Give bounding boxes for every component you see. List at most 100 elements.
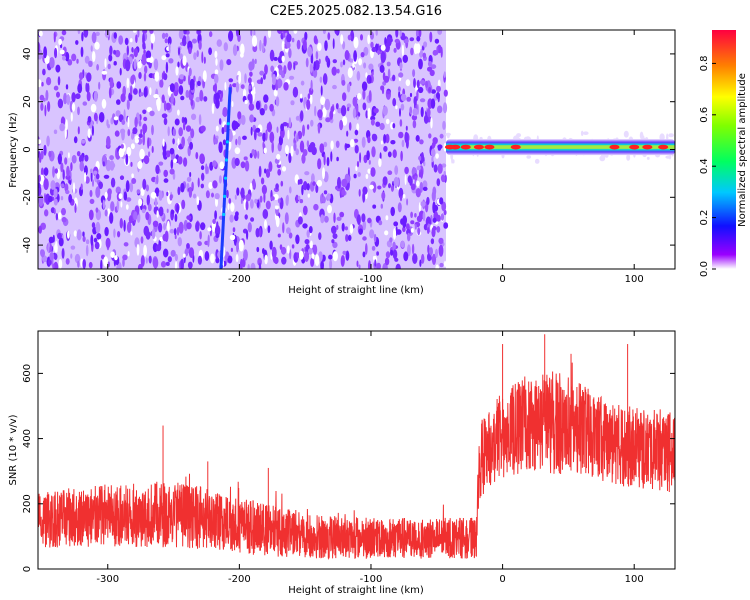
noise-blob	[376, 251, 379, 256]
noise-blob	[125, 59, 131, 72]
colorbar-label: Normalized spectral amplitude	[737, 73, 748, 227]
noise-blob	[419, 259, 422, 267]
noise-blob	[423, 41, 428, 48]
noise-blob	[286, 227, 291, 235]
noise-blob	[88, 261, 93, 269]
noise-blob	[398, 72, 404, 78]
noise-blob	[133, 211, 138, 221]
noise-blob	[250, 126, 253, 136]
noise-blob	[177, 186, 181, 196]
noise-blob	[170, 159, 174, 169]
noise-blob	[189, 141, 194, 150]
noise-blob	[306, 99, 311, 110]
noise-blob	[360, 52, 365, 58]
noise-blob	[198, 40, 202, 50]
noise-blob	[394, 38, 400, 44]
noise-blob	[142, 134, 145, 146]
noise-blob	[162, 233, 168, 242]
noise-blob	[145, 184, 149, 192]
noise-blob	[276, 153, 281, 160]
noise-blob	[290, 100, 295, 106]
noise-blob	[323, 154, 326, 166]
noise-blob	[162, 138, 165, 147]
noise-blob	[293, 142, 297, 152]
noise-blob	[163, 248, 169, 258]
noise-blob	[302, 223, 308, 229]
noise-blob	[367, 34, 371, 45]
noise-blob	[96, 64, 99, 71]
noise-blob	[390, 140, 396, 145]
noise-blob	[245, 200, 249, 211]
noise-blob	[197, 30, 201, 35]
noise-blob	[380, 44, 386, 51]
signal-band-core	[465, 145, 675, 150]
noise-blob	[186, 176, 192, 183]
noise-blob	[387, 68, 391, 80]
noise-blob	[170, 209, 175, 215]
noise-blob	[371, 245, 376, 251]
noise-blob	[127, 116, 130, 128]
noise-blob	[288, 117, 292, 128]
noise-blob	[82, 259, 86, 269]
noise-blob	[90, 168, 93, 174]
noise-blob	[370, 115, 376, 121]
noise-blob	[416, 89, 419, 100]
noise-blob	[75, 93, 81, 100]
noise-blob	[262, 73, 266, 80]
noise-blob	[90, 234, 94, 246]
noise-blob	[178, 85, 184, 95]
noise-blob	[121, 119, 126, 125]
noise-blob	[411, 114, 418, 121]
noise-blob	[371, 133, 378, 142]
noise-blob	[289, 75, 295, 80]
noise-blob	[381, 191, 386, 200]
noise-blob	[108, 54, 113, 62]
noise-blob	[151, 42, 154, 50]
noise-blob	[331, 225, 337, 234]
band-halo	[526, 155, 531, 159]
noise-blob	[317, 158, 322, 170]
bottom-y-ticks: 0 200 400 600	[22, 364, 675, 572]
noise-blob	[332, 38, 335, 50]
noise-blob	[415, 43, 421, 54]
noise-blob	[229, 214, 234, 223]
noise-blob	[54, 47, 58, 59]
noise-blob	[122, 254, 128, 261]
noise-blob	[188, 47, 192, 55]
noise-blob	[91, 31, 97, 44]
noise-blob	[147, 137, 150, 149]
noise-blob	[267, 225, 271, 234]
snr-marks	[38, 334, 675, 561]
noise-blob	[328, 254, 333, 260]
noise-blob	[177, 156, 183, 165]
noise-blob	[363, 46, 369, 56]
noise-blob	[300, 93, 303, 99]
noise-blob	[168, 42, 171, 55]
noise-blob	[396, 229, 402, 235]
noise-blob	[64, 157, 68, 165]
noise-blob	[104, 226, 109, 237]
noise-blob	[302, 205, 308, 216]
noise-blob	[416, 165, 421, 171]
noise-blob	[401, 44, 405, 57]
noise-blob	[212, 180, 218, 189]
bottom-x-ticks: -300 -200 -100 0 100	[96, 331, 644, 585]
noise-blob	[200, 183, 204, 189]
noise-blob	[123, 242, 129, 247]
noise-blob	[347, 67, 353, 79]
noise-blob	[116, 264, 121, 269]
noise-blob	[332, 241, 338, 249]
noise-blob	[85, 176, 90, 184]
noise-blob	[146, 57, 152, 63]
noise-blob	[124, 37, 129, 46]
noise-blob	[317, 42, 322, 52]
noise-blob	[407, 244, 411, 257]
noise-blob	[269, 103, 274, 112]
noise-blob	[370, 167, 376, 177]
noise-blob	[431, 256, 436, 262]
noise-blob	[143, 87, 148, 98]
noise-blob	[286, 33, 292, 43]
noise-blob	[173, 82, 179, 91]
noise-blob	[91, 51, 96, 62]
noise-blob	[266, 122, 273, 133]
